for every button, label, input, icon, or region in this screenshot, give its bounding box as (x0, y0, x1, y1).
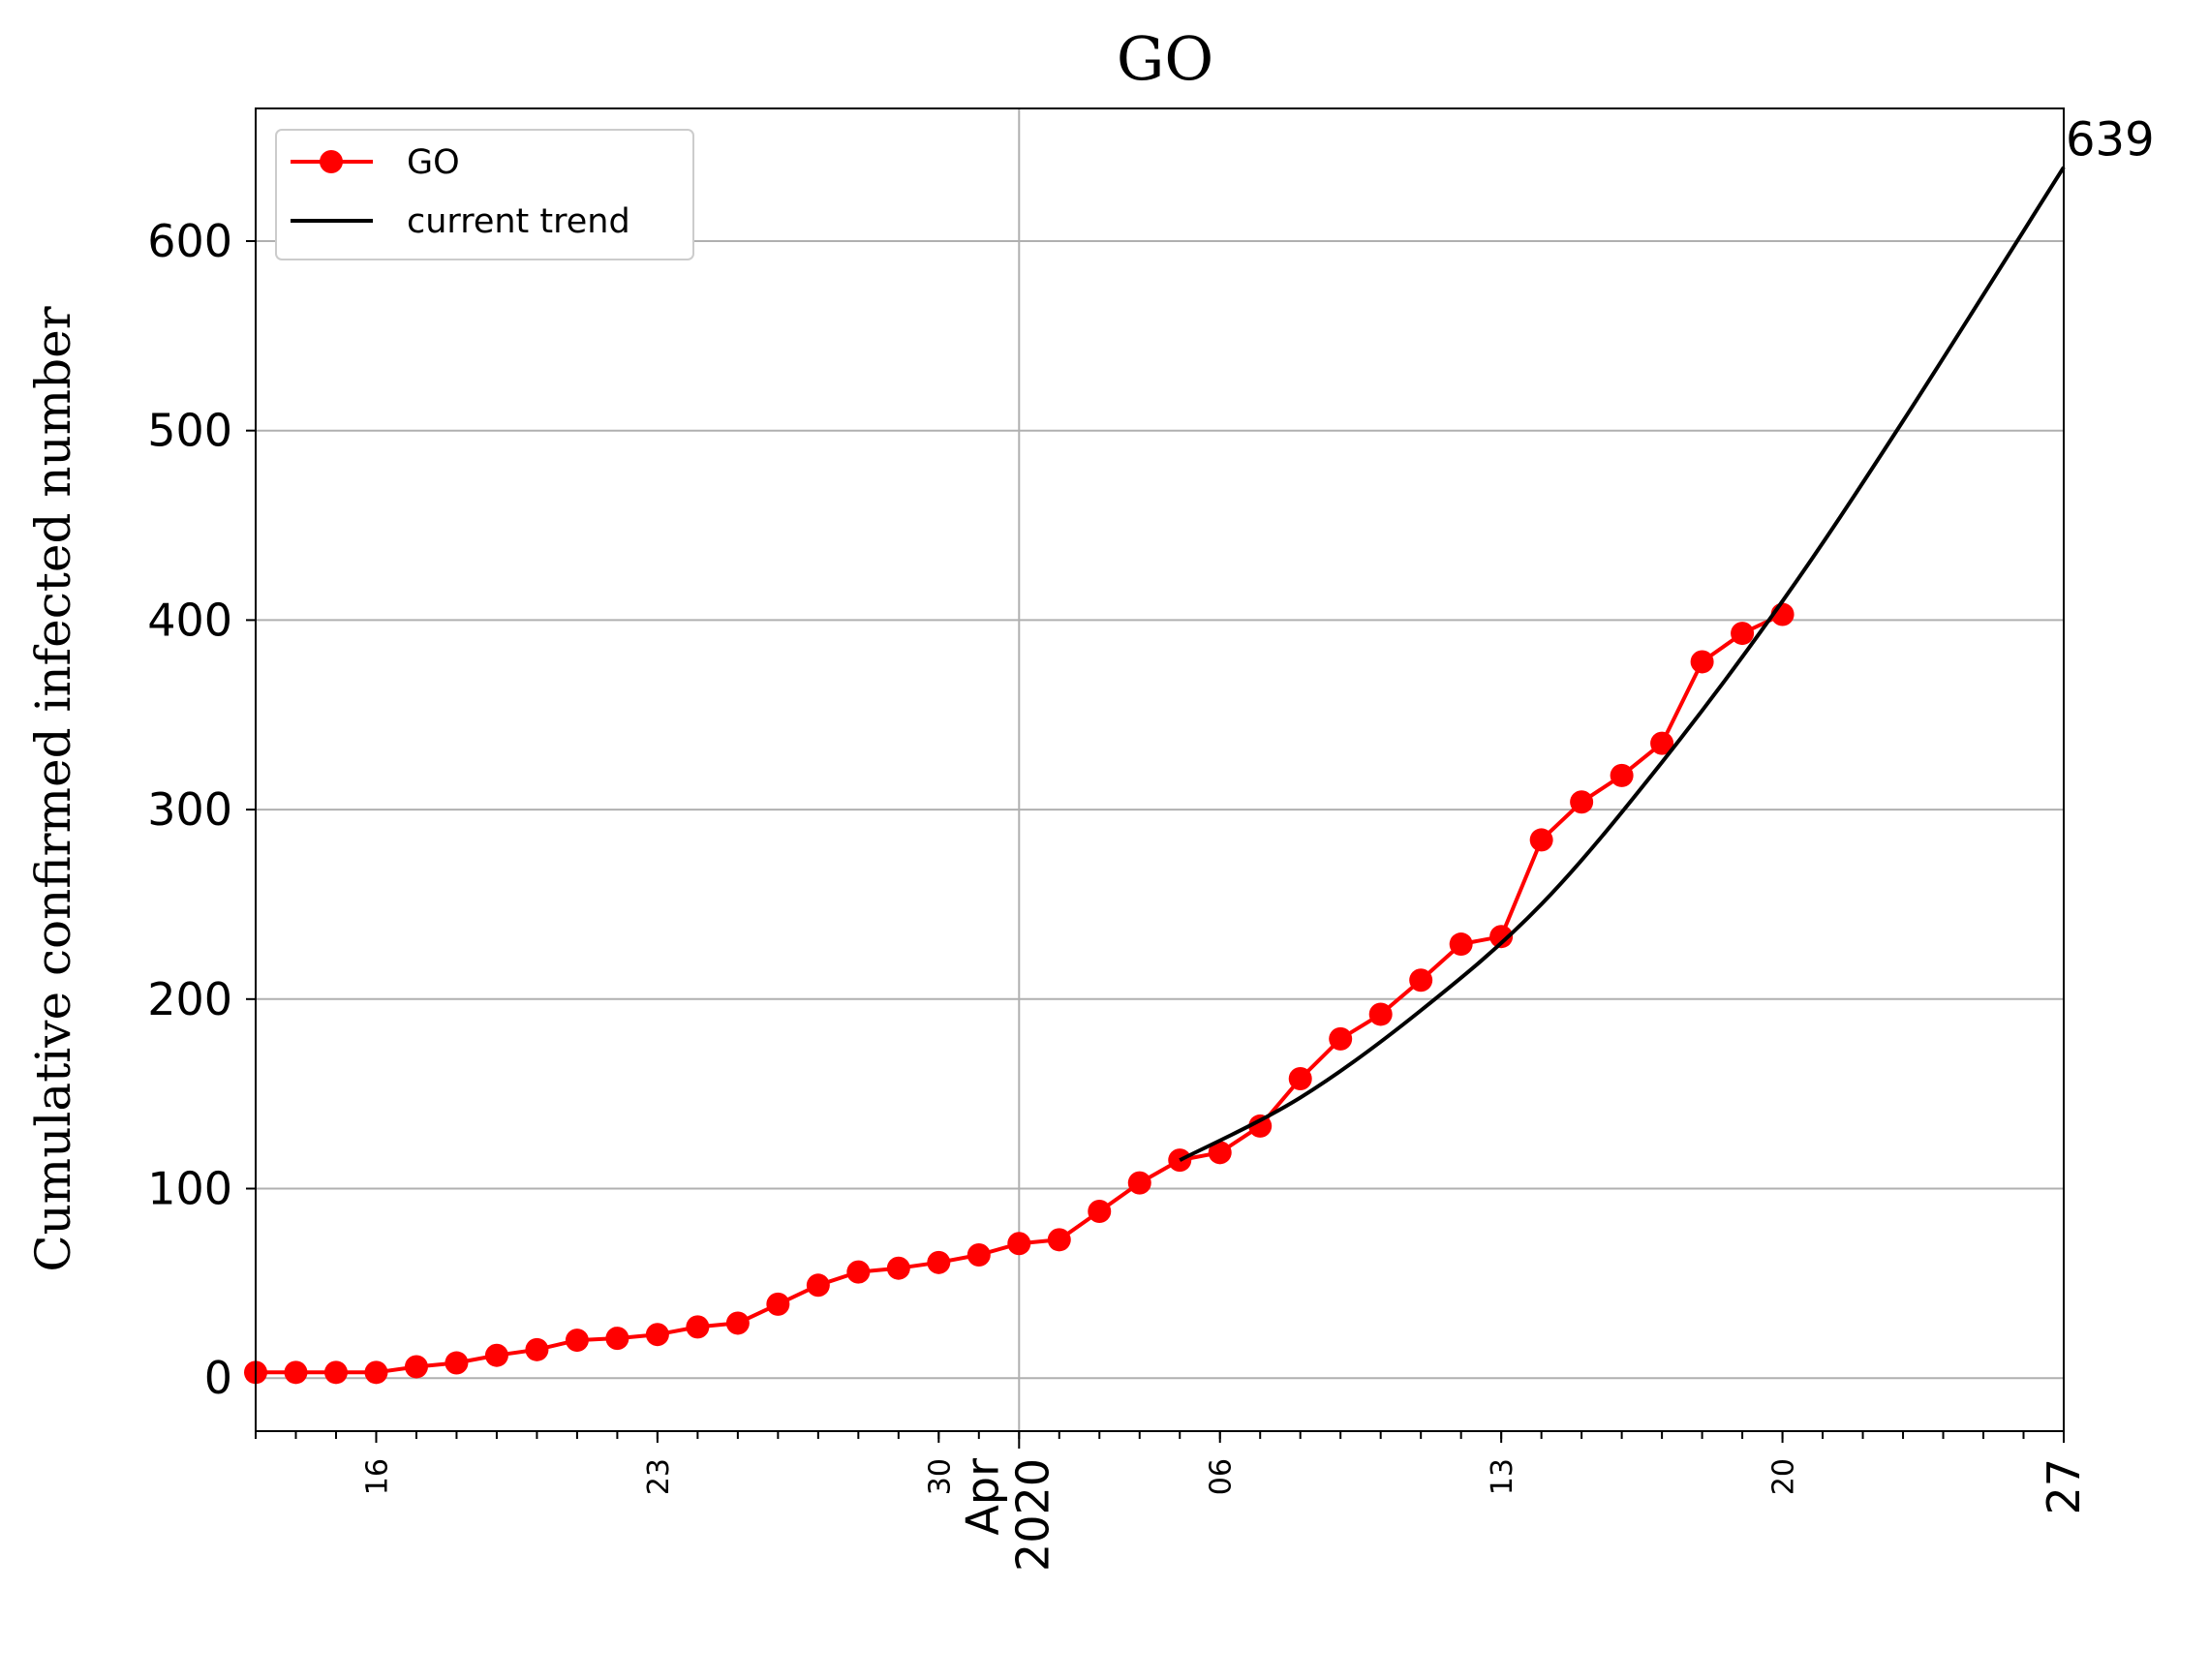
y-tick-label: 400 (147, 594, 232, 646)
x-tick-label-group: 23 (642, 1458, 676, 1495)
y-tick-label: 200 (147, 973, 232, 1025)
data-point (284, 1360, 308, 1385)
y-axis-label: Cumulative confirmed infected number (25, 306, 81, 1271)
legend-box (275, 129, 694, 260)
trend-line (1179, 166, 2066, 1162)
x-tick-label: 30 (923, 1458, 957, 1495)
x-tick-label: 06 (1205, 1458, 1239, 1495)
y-tick-label: 600 (147, 215, 232, 267)
legend-label-current-trend: current trend (407, 202, 630, 241)
data-point (886, 1256, 910, 1280)
data-point (484, 1343, 508, 1367)
y-tick-label: 500 (147, 405, 232, 457)
data-point (1127, 1171, 1151, 1195)
x-tick-label: Apr (956, 1458, 1008, 1536)
data-point (1529, 828, 1553, 852)
data-point (1248, 1114, 1273, 1138)
data-point (525, 1337, 549, 1361)
legend-label-go: GO (407, 143, 460, 182)
data-point (1610, 763, 1634, 787)
data-point (1329, 1026, 1353, 1051)
x-tick-label-group: 30 (923, 1458, 957, 1495)
data-point (806, 1273, 830, 1298)
x-tick-label-group: 27 (2038, 1458, 2090, 1515)
data-point (966, 1242, 991, 1267)
chart-title: GO (1117, 23, 1213, 94)
data-point (605, 1327, 629, 1351)
x-tick-label: 16 (360, 1458, 394, 1495)
data-point (1449, 932, 1473, 957)
x-tick-label: 20 (1767, 1458, 1801, 1495)
data-point (927, 1250, 951, 1274)
y-tick-label: 100 (147, 1163, 232, 1215)
data-point (1650, 731, 1674, 755)
x-tick-label: 2020 (1006, 1458, 1058, 1572)
legend: GO current trend (275, 129, 694, 260)
grid-lines (256, 108, 2064, 1431)
x-tick-label: 13 (1486, 1458, 1519, 1495)
data-point (1731, 622, 1755, 646)
data-point (725, 1311, 750, 1335)
x-tick-label: 23 (642, 1458, 676, 1495)
data-point (1690, 650, 1714, 674)
data-point (1047, 1228, 1071, 1252)
y-tick-label: 0 (204, 1352, 232, 1404)
data-point (686, 1315, 710, 1339)
x-tick-label-group: 20 (1767, 1458, 1801, 1495)
data-point (445, 1351, 469, 1375)
data-point (1007, 1232, 1031, 1256)
x-tick-label-group: 06 (1205, 1458, 1239, 1495)
y-tick-label: 300 (147, 783, 232, 836)
x-tick-label: 27 (2038, 1458, 2090, 1515)
plot-frame (255, 107, 2065, 1432)
data-point (1088, 1199, 1112, 1223)
legend-go-marker (320, 150, 343, 173)
data-point (364, 1360, 388, 1385)
data-point (645, 1323, 669, 1347)
data-point (1570, 790, 1594, 814)
data-point (766, 1292, 790, 1316)
data-point (1288, 1066, 1312, 1090)
x-tick-label-group: 13 (1486, 1458, 1519, 1495)
data-point (1368, 1002, 1393, 1026)
data-point (565, 1329, 589, 1353)
data-point (1409, 968, 1433, 993)
x-tick-label-group: 16 (360, 1458, 394, 1495)
data-point (1208, 1141, 1232, 1165)
data-point (1489, 925, 1514, 949)
series-layer (244, 166, 2066, 1385)
data-point (846, 1260, 871, 1284)
annotation-639: 639 (2066, 113, 2155, 168)
data-point (323, 1360, 348, 1385)
data-point (404, 1355, 428, 1379)
